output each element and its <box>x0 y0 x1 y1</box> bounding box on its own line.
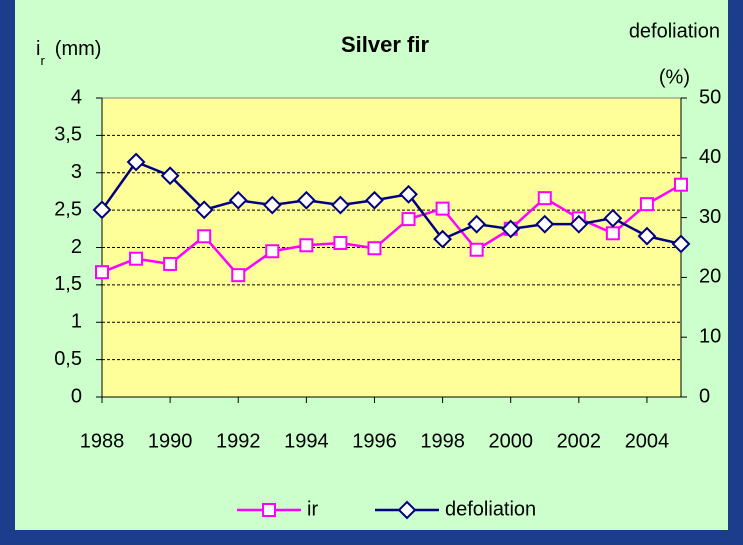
x-tick-label: 2004 <box>625 430 670 452</box>
data-point <box>501 219 521 239</box>
y-tick-label: 3,5 <box>54 124 82 146</box>
data-point <box>671 234 691 254</box>
data-point <box>299 238 314 253</box>
data-point <box>433 229 453 249</box>
data-point <box>674 177 688 192</box>
x-tick-label: 1996 <box>352 430 397 452</box>
y2-axis-label: (%) <box>659 66 690 88</box>
data-point <box>296 190 316 210</box>
data-point <box>160 166 180 186</box>
y-tick-label: 1,5 <box>54 273 82 295</box>
y2-tick-label: 0 <box>699 385 710 407</box>
y-axis-label: ir (mm) <box>36 38 101 68</box>
data-point <box>569 214 589 234</box>
data-point <box>333 236 348 251</box>
data-point <box>537 191 552 206</box>
y-tick-label: 2 <box>71 236 82 258</box>
y-tick-label: 2,5 <box>54 198 82 220</box>
y-tick-label: 0 <box>71 385 82 407</box>
data-point <box>126 152 146 172</box>
data-point <box>639 197 654 212</box>
y-tick-label: 3 <box>71 161 82 183</box>
y-label-unit: (mm) <box>55 38 102 60</box>
x-tick-label: 1992 <box>216 430 261 452</box>
data-point <box>603 208 623 228</box>
data-point <box>228 190 248 210</box>
data-point <box>92 200 112 220</box>
legend-marker <box>262 503 276 517</box>
x-tick-label: 2002 <box>557 430 602 452</box>
y2-tick-label: 50 <box>699 86 721 108</box>
x-tick-label: 1998 <box>420 430 465 452</box>
data-point <box>637 226 657 246</box>
legend-marker <box>397 500 417 520</box>
x-tick-label: 2000 <box>488 430 533 452</box>
data-point <box>605 226 620 241</box>
y2-tick-label: 10 <box>699 325 721 347</box>
data-point <box>231 268 246 283</box>
data-point <box>265 244 280 259</box>
data-point <box>467 214 487 234</box>
x-tick-label: 1988 <box>80 430 125 452</box>
x-tick-label: 1990 <box>148 430 193 452</box>
data-point <box>365 190 384 210</box>
y2-tick-label: 40 <box>699 146 721 168</box>
y2-axis-label: defoliation <box>629 20 720 42</box>
y-tick-label: 0,5 <box>54 348 82 370</box>
y-label-sub: r <box>40 53 45 68</box>
data-point <box>435 201 450 216</box>
y-tick-label: 1 <box>71 311 82 333</box>
x-tick-label: 1994 <box>284 430 329 452</box>
data-point <box>535 214 555 234</box>
data-point <box>367 241 382 256</box>
data-point <box>129 251 144 266</box>
data-point <box>401 212 416 227</box>
data-point <box>163 256 178 271</box>
data-point <box>399 184 418 204</box>
data-point <box>262 195 282 215</box>
chart-title: Silver fir <box>341 32 429 57</box>
data-point <box>95 265 109 280</box>
y2-tick-label: 20 <box>699 266 721 288</box>
y-tick-label: 4 <box>71 86 82 108</box>
data-point <box>330 195 350 215</box>
data-point <box>469 242 484 257</box>
y-label-main: i <box>36 38 40 60</box>
legend-label: defoliation <box>445 498 536 520</box>
data-point <box>197 229 212 244</box>
data-point <box>194 200 214 220</box>
legend-label: ir <box>307 498 318 520</box>
y2-tick-label: 30 <box>699 206 721 228</box>
